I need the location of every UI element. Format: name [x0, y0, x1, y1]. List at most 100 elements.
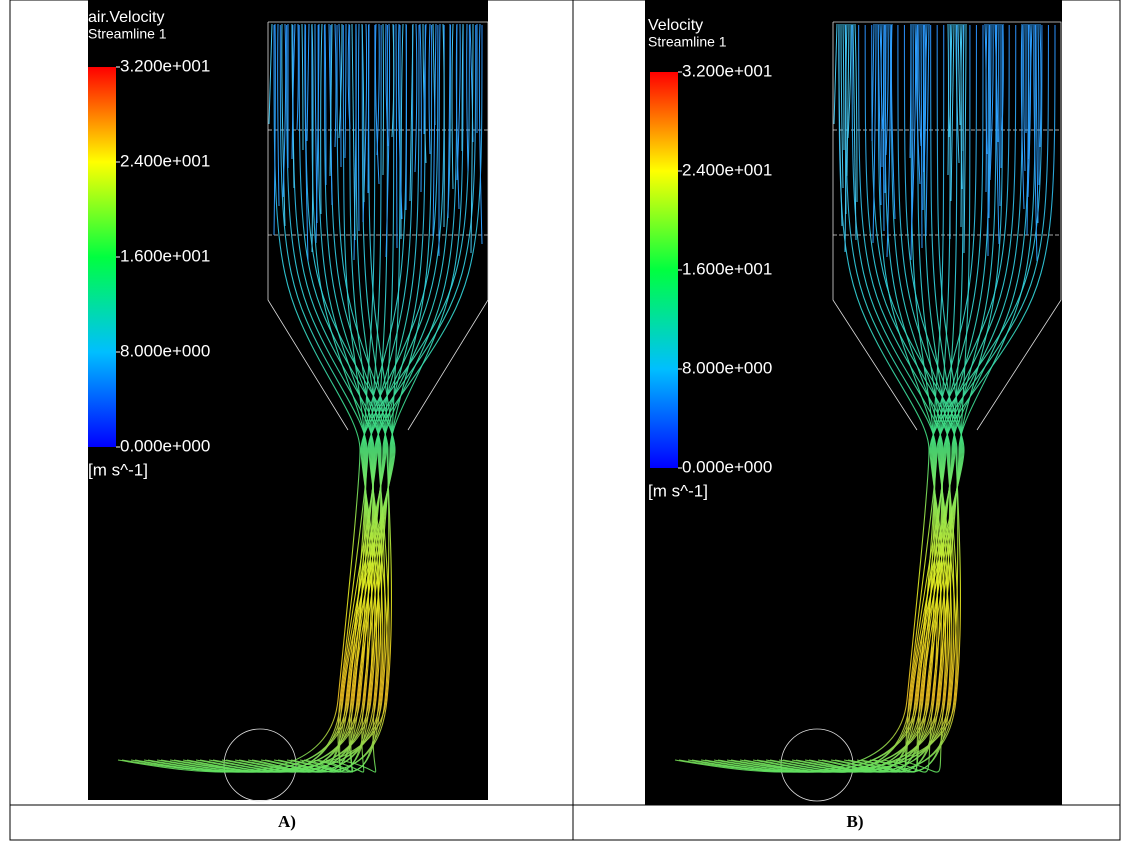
- streamline: [1026, 23, 1029, 236]
- streamline: [382, 23, 384, 176]
- streamline: [845, 23, 848, 215]
- streamline: [920, 23, 923, 249]
- streamline: [988, 23, 992, 219]
- streamline: [1001, 23, 1004, 131]
- colorbar: [650, 72, 678, 468]
- streamline: [960, 23, 963, 190]
- streamline: [871, 23, 875, 142]
- streamline: [391, 23, 395, 138]
- streamlines: [117, 23, 483, 773]
- streamline: [351, 23, 356, 241]
- streamline: [1039, 23, 1042, 148]
- streamline: [950, 23, 955, 202]
- streamline: [909, 23, 912, 159]
- streamline: [873, 24, 1056, 773]
- streamline: [838, 23, 843, 227]
- streamline: [466, 23, 469, 172]
- streamline: [225, 24, 439, 773]
- streamline: [957, 23, 961, 126]
- streamline: [303, 24, 477, 773]
- streamline: [334, 23, 337, 148]
- legend-title: Velocity: [648, 17, 703, 34]
- streamline: [296, 23, 299, 131]
- streamline: [1028, 23, 1033, 160]
- colorbar-unit: [m s^-1]: [648, 481, 708, 500]
- streamline: [884, 23, 887, 194]
- streamline: [918, 23, 922, 147]
- streamline: [756, 24, 997, 773]
- streamline: [998, 23, 1001, 207]
- streamline: [277, 24, 464, 773]
- streamline: [880, 23, 884, 130]
- streamline: [834, 24, 1036, 773]
- streamline: [419, 23, 422, 193]
- colorbar-unit: [m s^-1]: [88, 460, 148, 479]
- streamline: [281, 23, 286, 227]
- streamline: [854, 23, 858, 203]
- streamline: [795, 24, 1017, 773]
- streamline: [962, 23, 965, 152]
- streamline: [268, 23, 273, 125]
- streamline: [821, 24, 1030, 773]
- streamline: [306, 23, 310, 142]
- streamline: [199, 24, 426, 773]
- streamline: [397, 23, 403, 220]
- streamline: [173, 24, 414, 773]
- streamline: [949, 23, 953, 240]
- streamline: [338, 24, 382, 773]
- streamline: [886, 23, 892, 258]
- streamline: [414, 23, 418, 173]
- streamline: [325, 24, 376, 773]
- streamline: [273, 23, 276, 236]
- streamline: [134, 24, 395, 773]
- streamline: [852, 23, 857, 241]
- streamline: [338, 23, 343, 139]
- streamline: [344, 23, 347, 159]
- streamline: [478, 23, 483, 245]
- streamline: [422, 23, 427, 164]
- streamline: [924, 23, 928, 135]
- streamline: [833, 23, 838, 125]
- streamline: [367, 23, 370, 194]
- streamline: [470, 23, 474, 254]
- colorbar-label: 1.600e+001: [682, 259, 772, 278]
- streamline: [376, 23, 380, 156]
- streamline: [385, 23, 389, 147]
- streamline: [955, 23, 960, 164]
- streamline: [428, 23, 431, 155]
- streamline: [872, 23, 877, 244]
- streamline: [291, 23, 296, 160]
- streamline: [995, 23, 1000, 245]
- streamline: [264, 24, 458, 773]
- streamline: [915, 23, 921, 185]
- streamline: [985, 23, 988, 155]
- streamline: [347, 23, 351, 130]
- streamline: [160, 24, 407, 773]
- colorbar-label: 8.000e+000: [682, 358, 772, 377]
- streamline: [329, 23, 333, 177]
- streamline: [842, 23, 845, 151]
- streamline: [455, 23, 460, 210]
- legend-title: air.Velocity: [88, 9, 164, 26]
- streamline: [290, 24, 470, 773]
- streamline: [314, 23, 318, 224]
- streamline: [911, 23, 917, 223]
- streamline: [963, 23, 967, 254]
- streamline: [432, 23, 437, 237]
- legend-subtitle: Streamline 1: [648, 34, 727, 50]
- caption: B): [847, 812, 864, 831]
- streamline: [405, 23, 407, 211]
- streamline: [338, 23, 342, 168]
- colorbar-label: 3.200e+001: [682, 61, 772, 80]
- streamline: [277, 23, 280, 207]
- streamline: [361, 23, 365, 203]
- streamline: [989, 23, 994, 181]
- streamline: [1020, 23, 1025, 210]
- streamline: [311, 23, 314, 253]
- streamline: [808, 24, 1023, 773]
- table-border: [9, 0, 1121, 841]
- vessel-outline: [832, 21, 1062, 431]
- streamline: [212, 24, 433, 773]
